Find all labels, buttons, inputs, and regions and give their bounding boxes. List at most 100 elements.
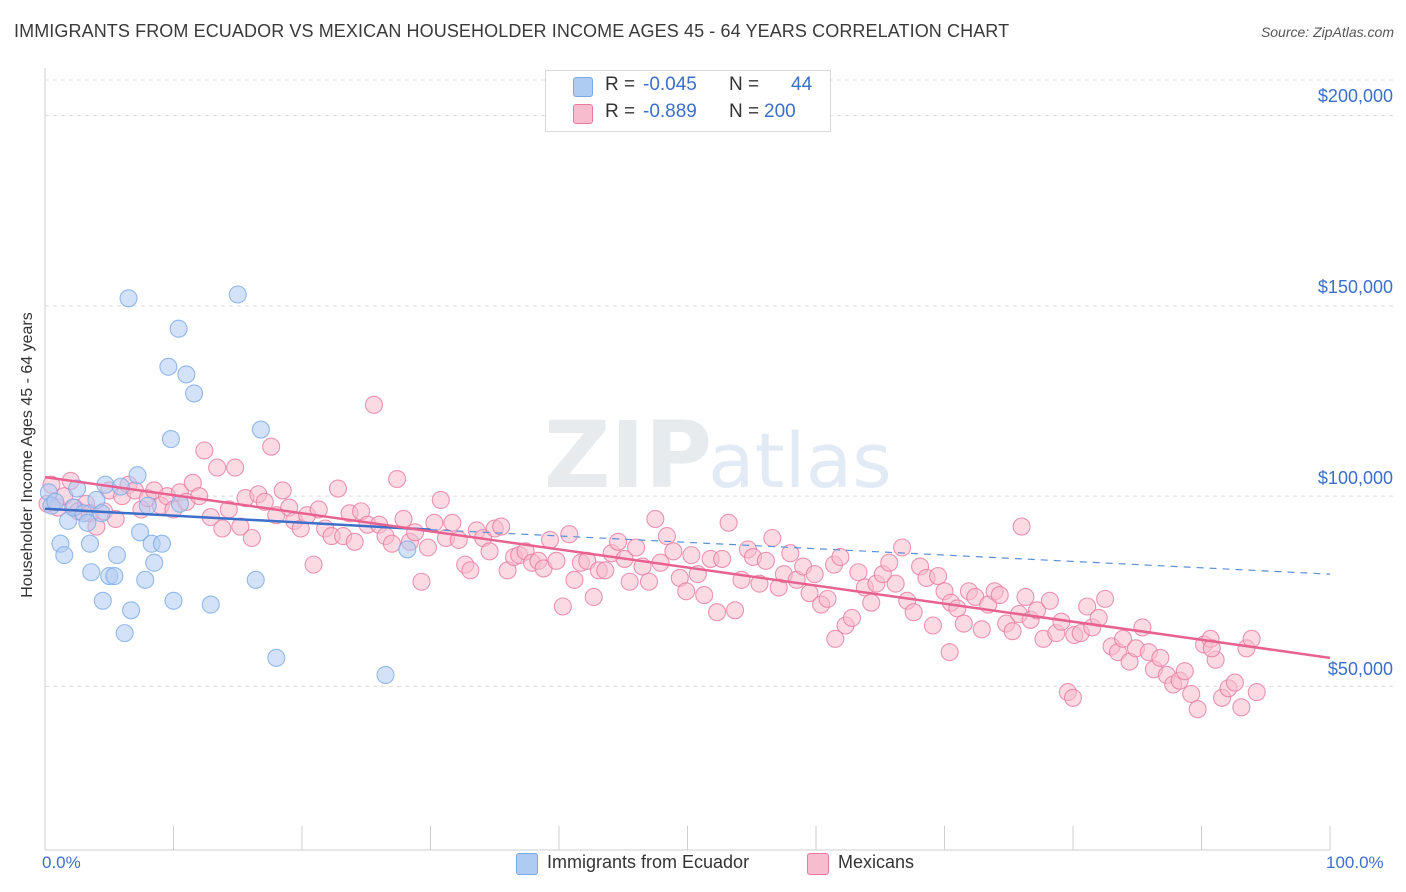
mexicans-point [639, 572, 659, 591]
legend-n-label: N = [729, 101, 760, 122]
ecuador-point [80, 534, 100, 553]
mexicans-point [394, 509, 413, 529]
watermark-zip: ZIP [544, 402, 712, 509]
mexicans-point [1175, 662, 1194, 681]
mexicans-point [713, 549, 732, 568]
mexicans-point [1003, 622, 1022, 641]
mexicans-point [382, 534, 402, 553]
ecuador-trend-line [44, 507, 431, 531]
mexicans-point [304, 555, 323, 574]
mexicans-point [412, 572, 431, 591]
ecuador-point [119, 289, 138, 308]
mexicans-point [443, 513, 462, 532]
mexicans-point [1016, 587, 1035, 607]
mexicans-point [480, 542, 499, 561]
mexicans-point [781, 544, 800, 563]
mexicans-point [540, 530, 560, 549]
mexicans-point [364, 395, 384, 414]
mexicans-point [1096, 589, 1115, 608]
ecuador-point [251, 420, 270, 439]
mexicans-point [1040, 591, 1059, 610]
mexicans-point [818, 589, 837, 608]
legend-row-mexicans: R = -0.889 N = 200 [546, 101, 830, 127]
gridlines [45, 79, 1395, 687]
ecuador-point [93, 591, 112, 610]
axes [44, 68, 1331, 851]
mexicans-point [345, 532, 364, 551]
ecuador-point [136, 570, 155, 589]
mexicans-point [646, 509, 665, 529]
mexicans-point [388, 469, 407, 489]
bottom-legend-swatch-mexicans [807, 853, 829, 875]
mexicans-point [677, 582, 696, 601]
ecuador-point [138, 496, 157, 515]
mexicans-point [461, 561, 480, 580]
legend-swatch-mexicans [573, 104, 593, 124]
mexicans-point [190, 487, 209, 506]
mexicans-point [1012, 517, 1031, 536]
ecuador-point [78, 513, 97, 532]
mexicans-point [893, 538, 912, 557]
bottom-legend-swatch-ecuador [516, 853, 538, 875]
mexicans-point [492, 517, 511, 536]
mexicans-point [431, 490, 450, 510]
legend-n-value: 44 [791, 74, 813, 95]
mexicans-point [682, 546, 701, 565]
mexicans-point [657, 527, 676, 546]
mexicans-point [309, 500, 328, 519]
mexicans-point [664, 542, 683, 561]
mexicans-point [584, 587, 603, 607]
mexicans-point [886, 574, 905, 593]
x-tick-label-max: 100.0% [1326, 853, 1384, 872]
mexicans-point [208, 458, 227, 477]
mexicans-point [195, 441, 214, 460]
trend-lines [44, 475, 1331, 660]
mexicans-point [596, 561, 615, 580]
y-tick-label-50000: $50,000 [1327, 659, 1393, 679]
mexicans-trend-line [44, 475, 1331, 660]
source-label: Source: ZipAtlas.com [1260, 24, 1394, 40]
ecuador-point [115, 624, 134, 643]
ecuador-point [164, 591, 183, 610]
ecuador-point [376, 665, 395, 685]
ecuador-point [228, 285, 247, 304]
ecuador-point [185, 384, 204, 403]
mexicans-point [1063, 688, 1083, 707]
mexicans-point [763, 528, 782, 548]
x-tick-label-min: 0.0% [42, 853, 81, 872]
legend-n-value: 200 [764, 101, 796, 122]
legend-r-value: -0.889 [643, 101, 697, 122]
ecuador-point [107, 546, 127, 565]
mexicans-point [842, 608, 862, 627]
mexicans-point [1247, 683, 1266, 702]
ecuador-point [122, 601, 141, 620]
bottom-legend-label-mexicans: Mexicans [838, 852, 915, 872]
ecuador-point [105, 566, 124, 586]
mexicans-point [553, 597, 572, 616]
mexicans-point [826, 629, 845, 648]
mexicans-point [262, 437, 281, 456]
mexicans-point [972, 620, 991, 639]
mexicans-point [708, 603, 727, 622]
mexicans-point [948, 599, 967, 618]
mexicans-point [831, 547, 850, 567]
mexicans-point [1078, 597, 1097, 616]
ecuador-point [55, 546, 74, 565]
mexicans-point [565, 570, 584, 589]
watermark-atlas: atlas [708, 416, 892, 505]
y-tick-label-150000: $150,000 [1317, 277, 1393, 297]
ecuador-point [177, 365, 196, 384]
legend-n-label: N = [729, 74, 760, 95]
mexicans-point [242, 528, 261, 548]
mexicans-point [627, 538, 646, 557]
mexicans-point [1182, 684, 1201, 704]
mexicans-point [328, 479, 348, 498]
mexicans-point [904, 603, 923, 622]
bottom-legend-label-ecuador: Immigrants from Ecuador [547, 852, 750, 872]
watermark: ZIP atlas [544, 402, 892, 509]
mexicans-point [1188, 700, 1207, 719]
mexicans-point [406, 523, 425, 542]
mexicans-point [862, 593, 881, 612]
ecuador-point [169, 319, 188, 338]
